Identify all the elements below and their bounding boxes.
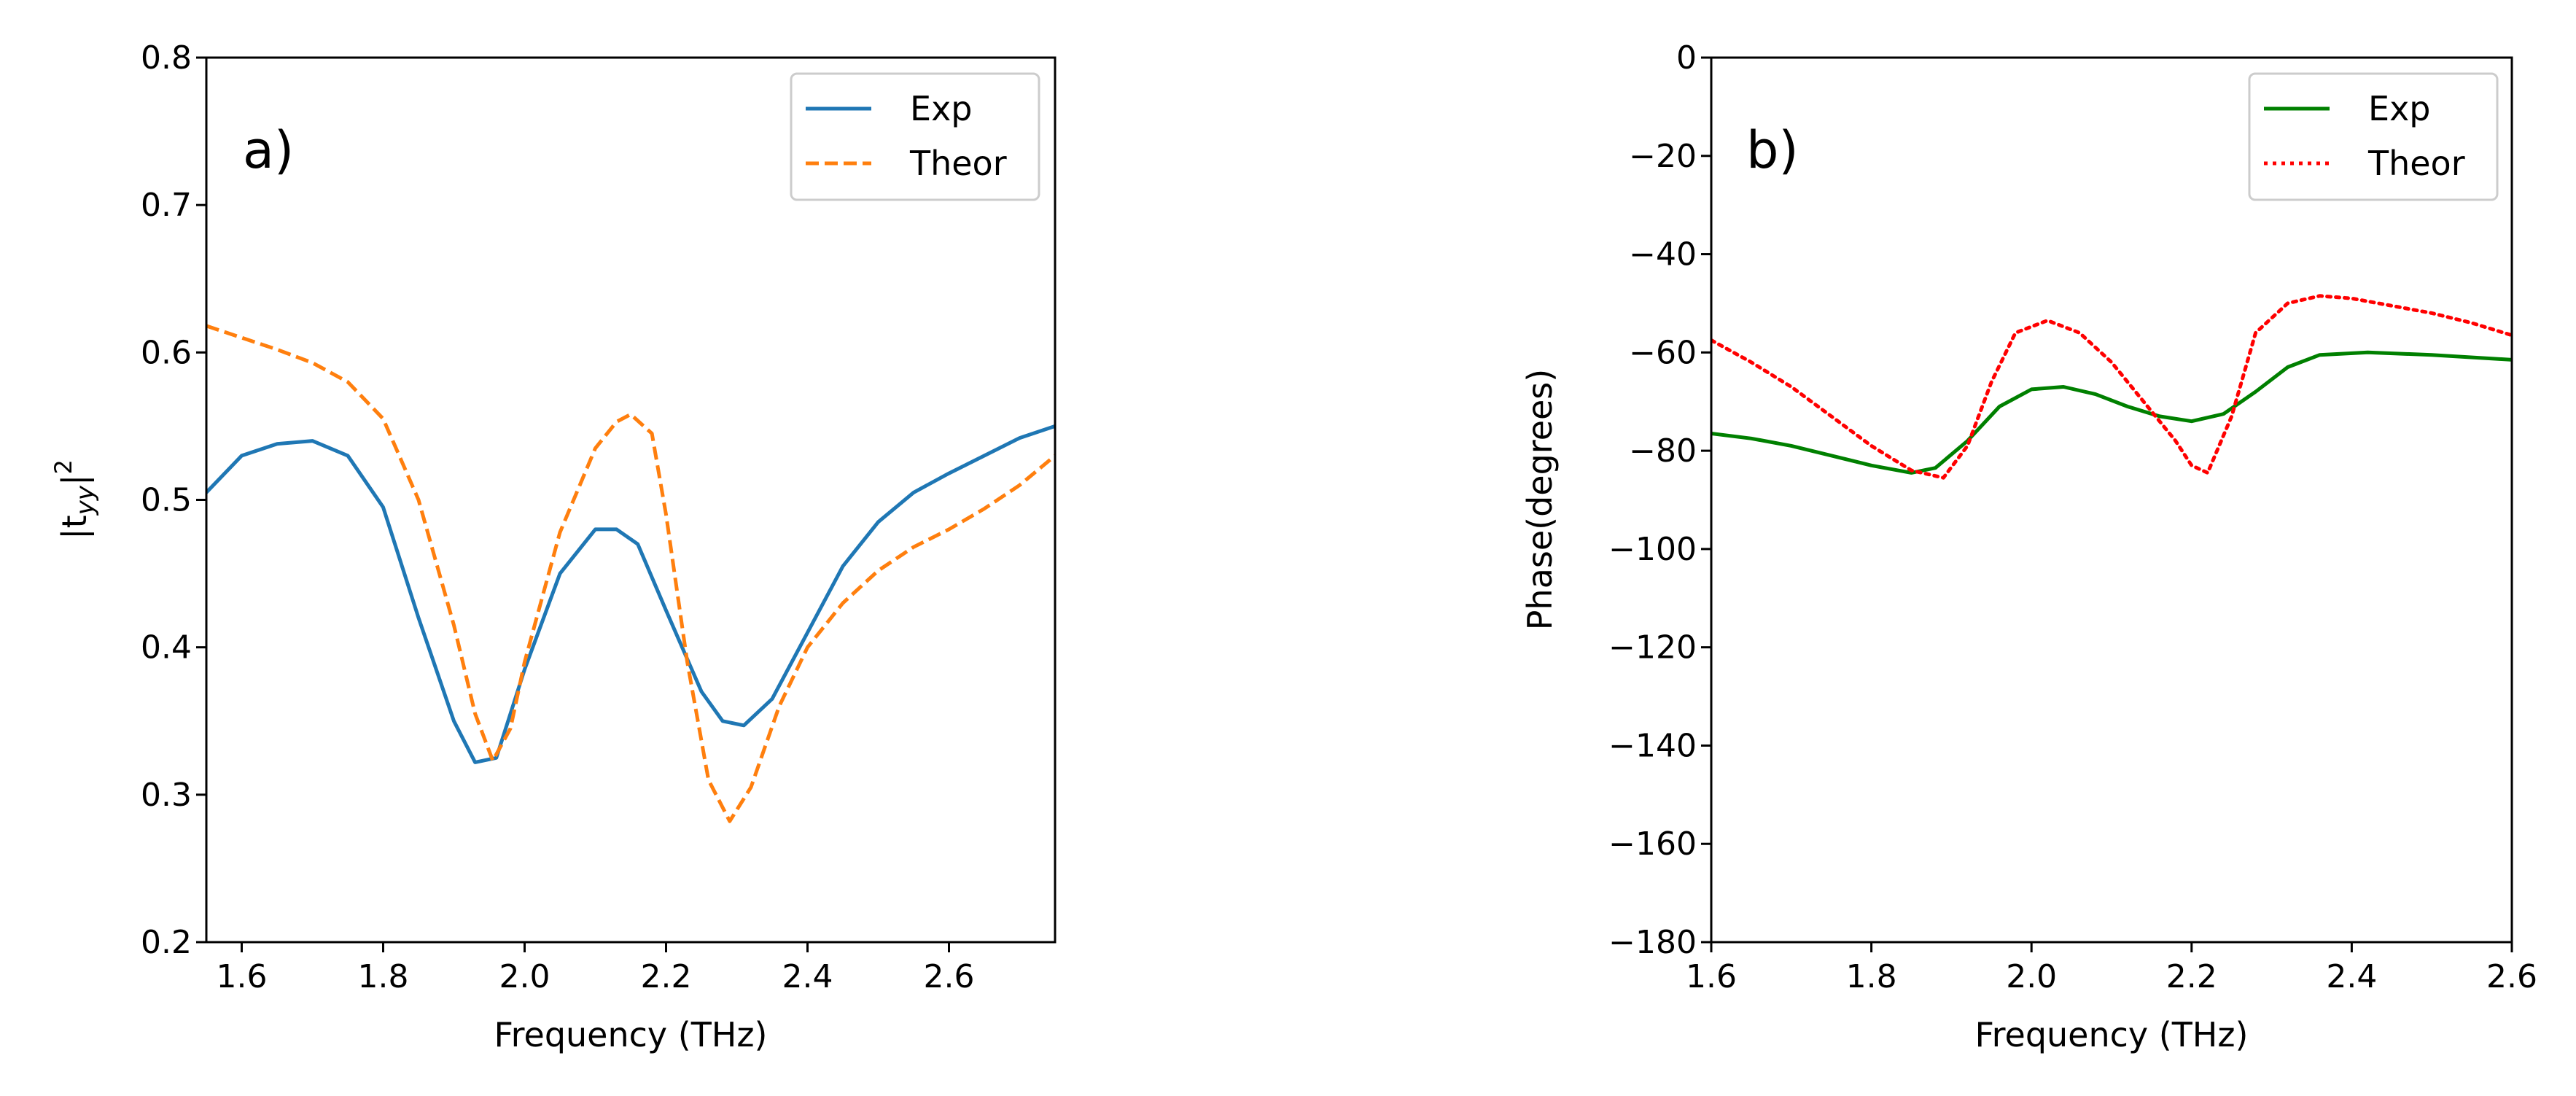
panel-b-legend-box bbox=[2248, 72, 2499, 201]
panel-b-y-tick-label: −20 bbox=[1629, 138, 1697, 175]
y-label-subscript: yy bbox=[71, 485, 100, 516]
panel-a-y-tick-label: 0.4 bbox=[141, 629, 192, 666]
panel-b-y-tick-label: −80 bbox=[1629, 432, 1697, 470]
panel-b-axes-frame bbox=[1710, 56, 2513, 944]
panel-b-x-axis-label: Frequency (THz) bbox=[1975, 1015, 2249, 1054]
panel-a-y-tick-label: 0.7 bbox=[141, 187, 192, 224]
panel-a-series-theor-line bbox=[206, 324, 1055, 823]
panel-b-x-tick-label: 2.0 bbox=[2006, 958, 2057, 995]
panel-b-y-tick-label: −40 bbox=[1629, 236, 1697, 273]
panel-a-legend-box bbox=[790, 72, 1040, 201]
panel-b-legend-exp-label: Exp bbox=[2368, 89, 2431, 128]
panel-b-x-tick-label: 1.8 bbox=[1846, 958, 1897, 995]
panel-b-x-tick-label: 2.6 bbox=[2486, 958, 2537, 995]
panel-a-label: a) bbox=[243, 120, 294, 180]
panel-b-y-tick-label: −60 bbox=[1629, 334, 1697, 371]
y-label-prefix: |t bbox=[55, 515, 95, 540]
panel-a-y-tick-label: 0.8 bbox=[141, 39, 192, 77]
panel-b-x-tick-label: 1.6 bbox=[1686, 958, 1737, 995]
panel-b-label: b) bbox=[1746, 120, 1799, 180]
panel-a-legend-exp-label: Exp bbox=[910, 89, 973, 128]
panel-b-x-ticks: 1.6 1.8 2.0 2.2 2.4 2.6 bbox=[1686, 942, 2537, 995]
panel-a-y-tick-label: 0.3 bbox=[141, 777, 192, 814]
panel-a-x-tick-label: 2.6 bbox=[924, 958, 975, 995]
panel-a-x-ticks: 1.6 1.8 2.0 2.2 2.4 2.6 bbox=[217, 942, 975, 995]
panel-b-y-tick-label: −100 bbox=[1608, 531, 1697, 568]
panel-b: 1.6 1.8 2.0 2.2 2.4 2.6 0 −20 −40 −60 −80 −100 −120… bbox=[1520, 39, 2537, 1054]
panel-a-y-tick-label: 0.6 bbox=[141, 334, 192, 371]
panel-a-x-tick-label: 2.4 bbox=[782, 958, 833, 995]
panel-a-series-exp-line bbox=[206, 424, 1055, 764]
panel-b-x-tick-label: 2.2 bbox=[2166, 958, 2217, 995]
panel-a-legend-theor-label: Theor bbox=[909, 144, 1007, 183]
panel-b-y-ticks: 0 −20 −40 −60 −80 −100 −120 −140 −160 −180 bbox=[1608, 39, 1711, 961]
panel-b-legend: Exp Theor bbox=[2248, 72, 2499, 201]
panel-b-y-tick-label: −180 bbox=[1608, 924, 1697, 961]
panel-b-y-tick-label: −120 bbox=[1608, 629, 1697, 666]
panel-a-x-axis-label: Frequency (THz) bbox=[494, 1015, 768, 1054]
panel-a-y-tick-label: 0.2 bbox=[141, 924, 192, 961]
panel-a-x-tick-label: 1.8 bbox=[358, 958, 409, 995]
panel-b-series-group bbox=[1711, 294, 2512, 480]
y-label-suffix: | bbox=[55, 475, 95, 486]
panel-b-series-exp-line bbox=[1711, 350, 2512, 475]
panel-a-y-ticks: 0.2 0.3 0.4 0.5 0.6 0.7 0.8 bbox=[141, 39, 206, 961]
panel-a-x-tick-label: 2.0 bbox=[499, 958, 550, 995]
panel-a-series-group bbox=[206, 324, 1055, 823]
panel-a-y-tick-label: 0.5 bbox=[141, 482, 192, 519]
y-label-superscript: 2 bbox=[50, 459, 77, 474]
panel-a-y-axis-label: |tyy|2 bbox=[50, 459, 100, 540]
panel-b-x-tick-label: 2.4 bbox=[2326, 958, 2377, 995]
panel-b-y-tick-label: −160 bbox=[1608, 825, 1697, 863]
panel-a-legend: Exp Theor bbox=[790, 72, 1040, 201]
panel-b-y-tick-label: 0 bbox=[1676, 39, 1697, 77]
panel-b-legend-theor-label: Theor bbox=[2367, 144, 2465, 183]
panel-a: 1.6 1.8 2.0 2.2 2.4 2.6 0.2 0.3 0.4 0.5 0.6 0.7 0.8… bbox=[50, 39, 1057, 1054]
panel-b-y-tick-label: −140 bbox=[1608, 727, 1697, 764]
panel-b-series-theor-line bbox=[1711, 294, 2512, 480]
panel-a-x-tick-label: 2.2 bbox=[641, 958, 692, 995]
panel-b-y-axis-label: Phase(degrees) bbox=[1520, 369, 1560, 630]
panel-a-x-tick-label: 1.6 bbox=[217, 958, 268, 995]
